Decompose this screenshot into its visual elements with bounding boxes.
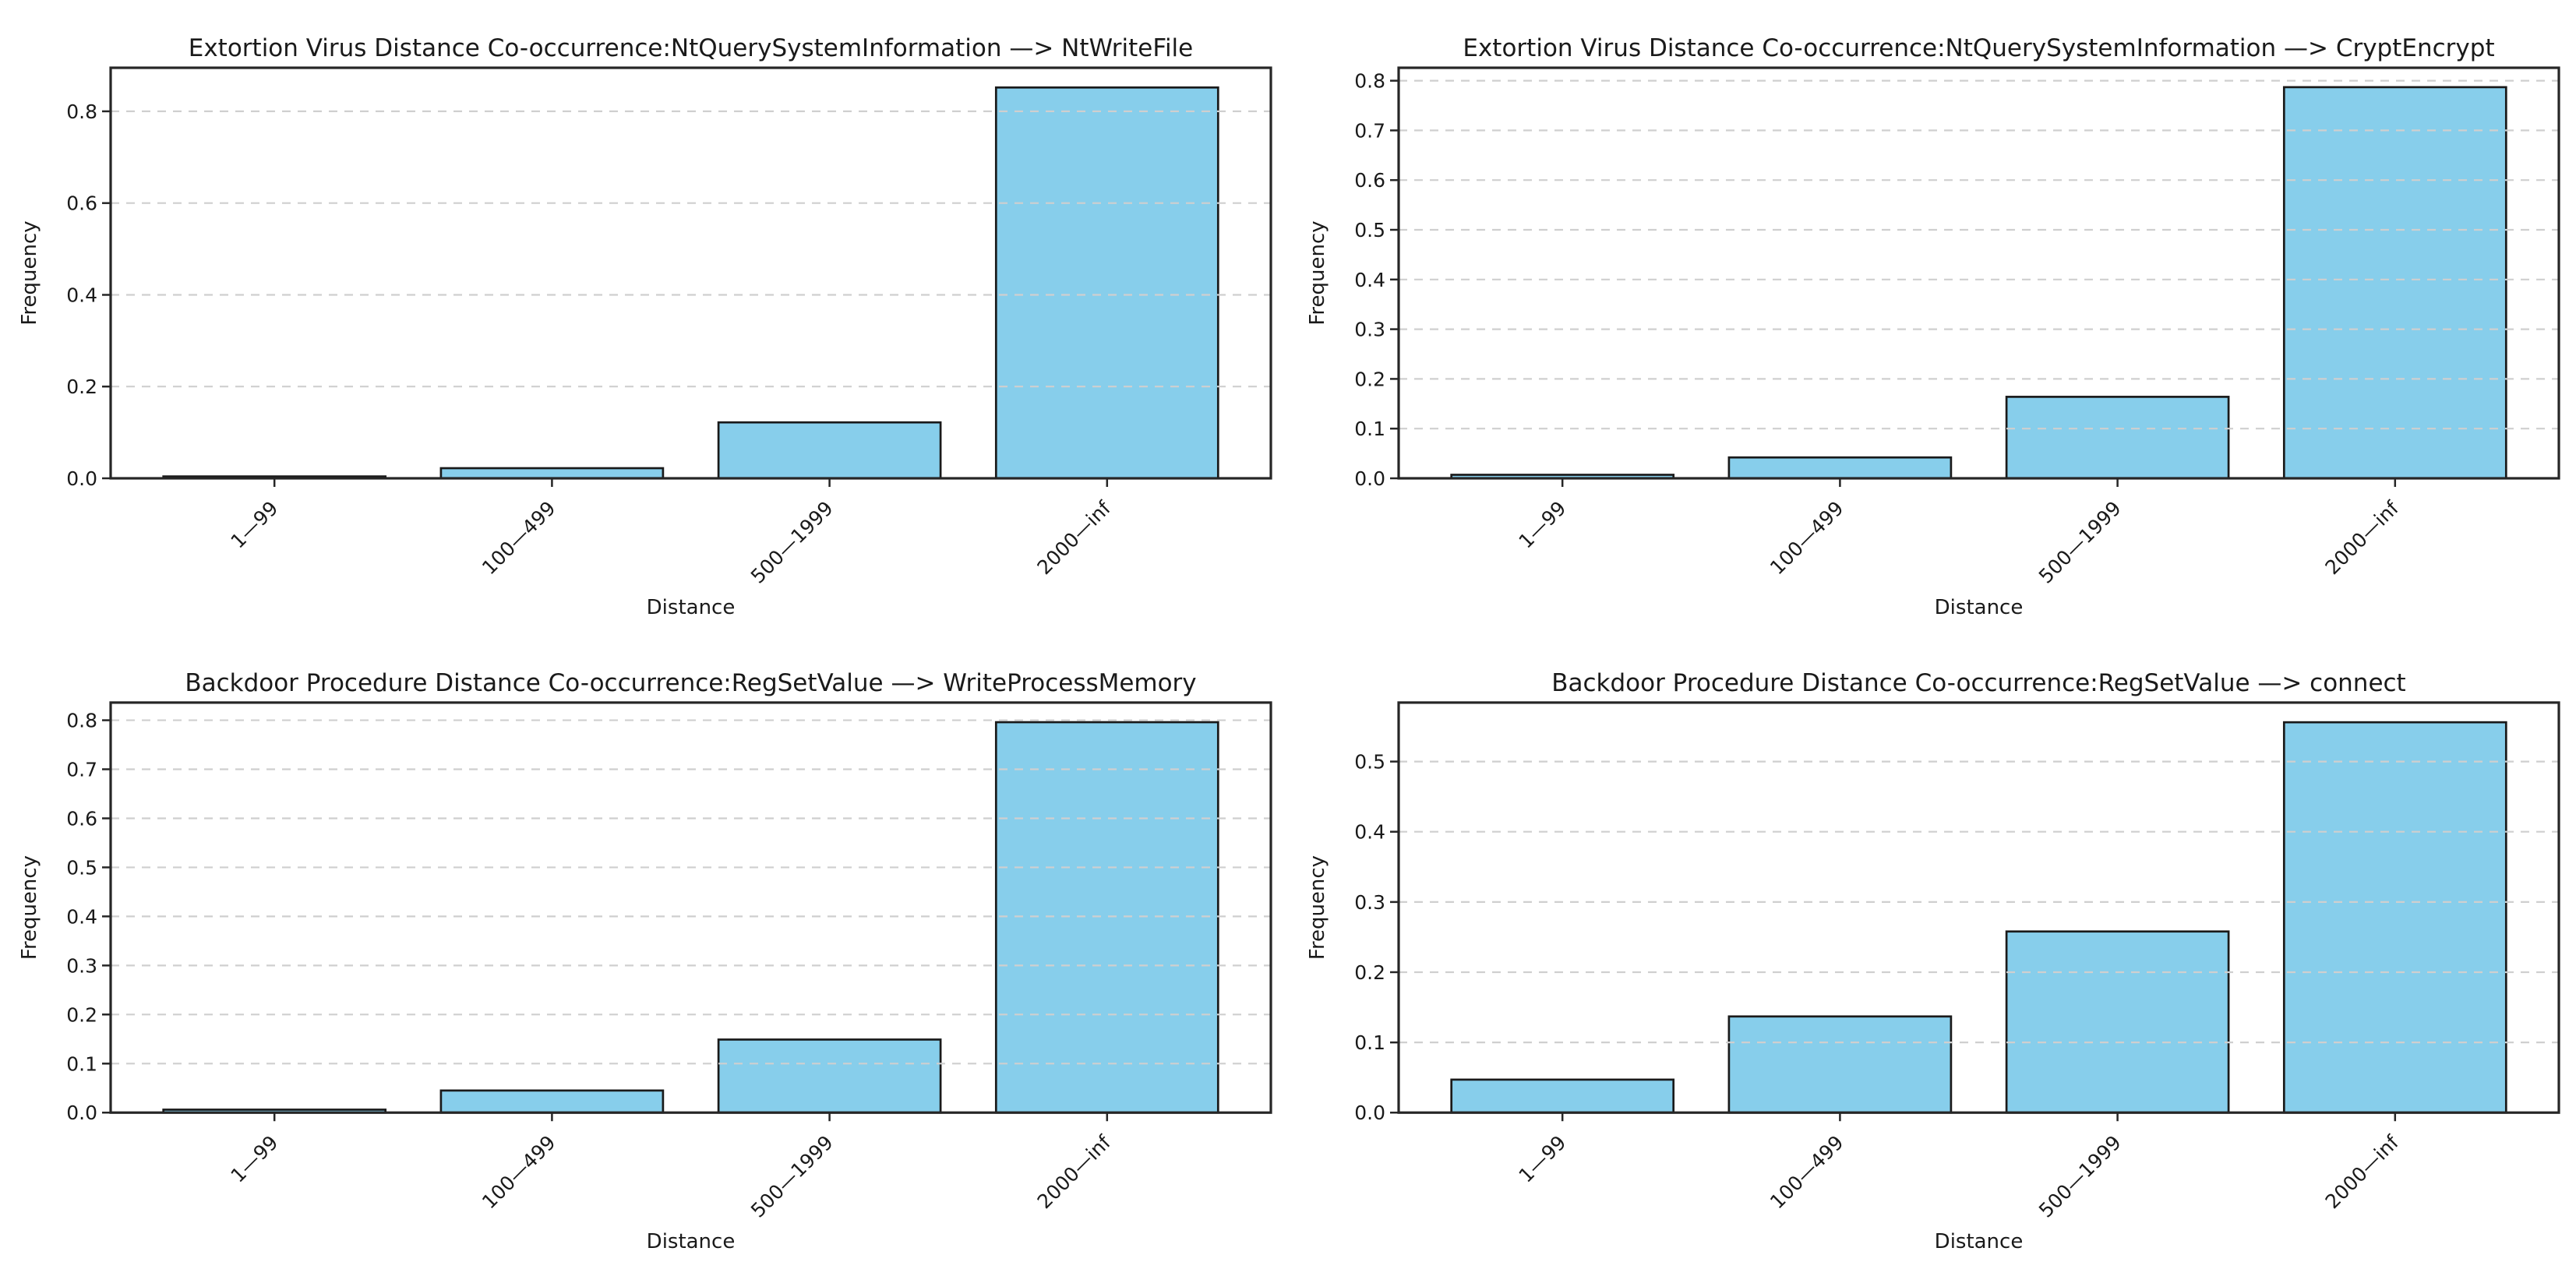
plot-border [1397,701,2560,1114]
y-axis-label: Frequency [1306,855,1329,960]
chart-svg-0: 0.0 0.2 0.4 0.6 0.8 1—99 100—499 500—1999 2000—i… [18,34,1272,619]
y-tick-label: 0.2 [1354,368,1385,390]
y-tick-label: 0.0 [1354,467,1385,490]
bar [2005,396,2230,480]
bar [2282,86,2507,480]
chart-svg-2: 0.0 0.1 0.2 0.3 0.4 0.5 0.6 0.7 0.8 1—99 100—499 50… [18,669,1272,1253]
x-tick-label: 500—1999 [746,1131,838,1222]
x-tick-label: 2000—inf [1033,496,1116,579]
bar [1727,456,1953,480]
y-tick-label: 0.7 [66,758,97,781]
y-tick-label: 0.4 [66,905,97,928]
x-tick-label: 1—99 [227,497,283,553]
y-tick-label: 0.8 [66,710,97,732]
chart-title: Extortion Virus Distance Co-occurrence:N… [1463,34,2494,62]
plot-border [1397,66,2560,480]
y-axis-label: Frequency [1306,220,1329,325]
chart-title: Backdoor Procedure Distance Co-occurrenc… [185,669,1196,697]
chart-title: Extortion Virus Distance Co-occurrence:N… [189,34,1194,62]
y-tick-label: 0.5 [66,856,97,879]
y-tick-label: 0.2 [1354,961,1385,984]
chart-backdoor-regsetvalue-connect: 0.0 0.1 0.2 0.3 0.4 0.5 1—99 100—499 500—1999 200… [1288,635,2576,1269]
y-axis-label: Frequency [18,855,41,960]
bar [994,86,1219,480]
y-tick-label: 0.4 [1354,821,1385,844]
x-tick-label: 100—499 [478,497,560,580]
y-tick-label: 0.0 [66,1102,97,1124]
x-tick-label: 2000—inf [2321,496,2404,579]
chart-svg-1: 0.0 0.1 0.2 0.3 0.4 0.5 0.6 0.7 0.8 1—99 100—499 50… [1306,34,2560,619]
bar [994,721,1219,1114]
chart-extortion-ntquerysysteminformation-ntwritefile: 0.0 0.2 0.4 0.6 0.8 1—99 100—499 500—1999 2000—i… [0,0,1288,635]
plot-border [109,66,1272,480]
y-tick-label: 0.7 [1354,119,1385,142]
x-tick-label: 500—1999 [2034,1131,2126,1222]
y-tick-label: 0.4 [1354,269,1385,291]
y-tick-label: 0.2 [66,1003,97,1026]
y-tick-label: 0.1 [1354,418,1385,440]
y-tick-label: 0.8 [1354,70,1385,93]
x-axis-label: Distance [1935,596,2024,619]
y-tick-label: 0.2 [66,375,97,398]
y-tick-label: 0.0 [1354,1102,1385,1124]
bar [439,467,665,480]
y-tick-label: 0.3 [66,954,97,977]
x-tick-label: 500—1999 [746,497,838,588]
y-tick-label: 0.3 [1354,319,1385,341]
x-tick-label: 100—499 [1766,1131,1848,1214]
x-axis-label: Distance [1935,1230,2024,1253]
y-tick-label: 0.5 [1354,751,1385,774]
x-axis-label: Distance [647,1230,736,1253]
y-tick-label: 0.6 [66,808,97,830]
x-tick-label: 1—99 [1515,1131,1571,1187]
chart-svg-3: 0.0 0.1 0.2 0.3 0.4 0.5 1—99 100—499 500—1999 200… [1306,669,2560,1253]
y-tick-label: 0.1 [66,1052,97,1075]
bar [439,1089,665,1114]
bar [2005,930,2230,1114]
plot-border [109,701,1272,1114]
y-axis-label: Frequency [18,220,41,325]
bar [1450,1078,1675,1114]
x-tick-label: 1—99 [1515,497,1571,553]
y-tick-label: 0.1 [1354,1031,1385,1054]
bar [2282,721,2507,1114]
y-tick-label: 0.0 [66,467,97,490]
bar [717,421,942,480]
y-tick-label: 0.4 [66,284,97,307]
x-tick-label: 1—99 [227,1131,283,1187]
chart-backdoor-regsetvalue-writeprocessmemory: 0.0 0.1 0.2 0.3 0.4 0.5 0.6 0.7 0.8 1—99 100—499 50… [0,635,1288,1269]
x-axis-label: Distance [647,596,736,619]
y-tick-label: 0.8 [66,100,97,123]
y-tick-label: 0.5 [1354,219,1385,241]
y-tick-label: 0.6 [66,192,97,215]
x-tick-label: 2000—inf [1033,1130,1116,1213]
bar [717,1038,942,1114]
chart-extortion-ntquerysysteminformation-cryptencrypt: 0.0 0.1 0.2 0.3 0.4 0.5 0.6 0.7 0.8 1—99 100—499 50… [1288,0,2576,635]
bar [1727,1015,1953,1114]
x-tick-label: 100—499 [478,1131,560,1214]
x-tick-label: 500—1999 [2034,497,2126,588]
y-tick-label: 0.3 [1354,891,1385,914]
x-tick-label: 100—499 [1766,497,1848,580]
chart-title: Backdoor Procedure Distance Co-occurrenc… [1551,669,2405,697]
y-tick-label: 0.6 [1354,169,1385,192]
x-tick-label: 2000—inf [2321,1130,2404,1213]
